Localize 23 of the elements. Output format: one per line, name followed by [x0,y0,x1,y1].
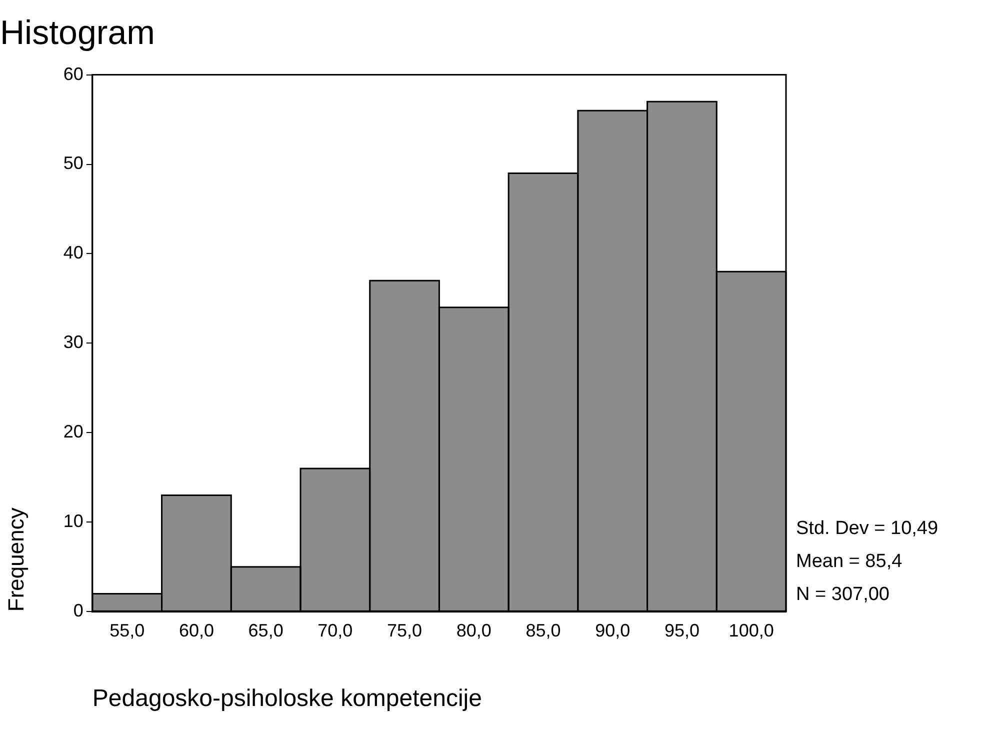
y-tick-label: 50 [63,153,84,174]
x-axis-title: Pedagosko-psiholoske kompetencije [92,685,482,712]
y-tick-label: 60 [63,64,84,84]
chart-title: Histogram [0,14,155,52]
text: N = 307,00 [796,584,890,605]
x-tick-label: 55,0 [110,620,145,640]
text: Mean = 85,4 [796,550,903,572]
text: Std. Dev = 10,49 [796,518,938,539]
y-tick-label: 10 [63,511,84,532]
x-tick-label: 85,0 [526,620,561,640]
x-tick-label: 70,0 [318,620,353,640]
x-tick-label: 65,0 [248,620,284,640]
x-tick-label: 90,0 [595,620,630,640]
y-tick-label: 20 [63,422,84,442]
x-tick-label: 60,0 [178,620,214,640]
y-tick-label: 30 [63,332,84,352]
y-axis-title: Frequency [3,508,28,612]
x-tick-label: 100,0 [728,620,774,640]
y-tick-label: 40 [63,242,84,263]
x-tick-label: 80,0 [456,620,492,640]
x-tick-label: 75,0 [387,620,422,640]
x-tick-label: 95,0 [664,620,700,640]
y-tick-label: 0 [73,600,84,621]
